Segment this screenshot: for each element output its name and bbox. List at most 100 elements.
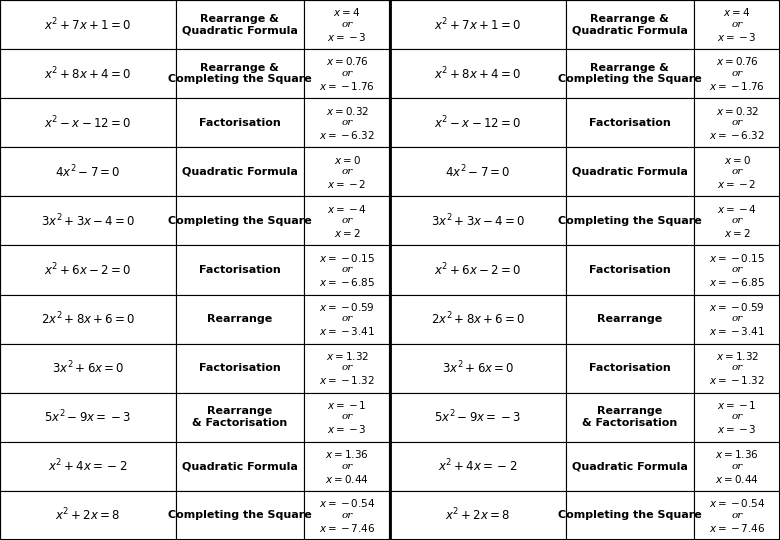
Bar (390, 343, 566, 393)
Text: $x = 1.32$
or
$x = -1.32$: $x = 1.32$ or $x = -1.32$ (319, 350, 375, 387)
Bar (304, 491, 390, 540)
Bar (566, 147, 694, 197)
Bar (0, 442, 176, 491)
Bar (566, 0, 694, 49)
Text: $x = -1$
or
$x = -3$: $x = -1$ or $x = -3$ (328, 399, 367, 435)
Bar (566, 491, 694, 540)
Text: $2x^2 + 8x + 6 = 0$: $2x^2 + 8x + 6 = 0$ (431, 311, 525, 327)
Text: $x = 0.76$
or
$x = -1.76$: $x = 0.76$ or $x = -1.76$ (319, 56, 375, 92)
Bar (0, 49, 176, 98)
Bar (176, 246, 304, 294)
Bar (694, 294, 780, 343)
Text: $x = 0$
or
$x = -2$: $x = 0$ or $x = -2$ (328, 153, 367, 190)
Bar (694, 49, 780, 98)
Text: Completing the Square: Completing the Square (558, 216, 702, 226)
Text: Factorisation: Factorisation (589, 265, 671, 275)
Bar (304, 98, 390, 147)
Text: $x^2 + 2x = 8$: $x^2 + 2x = 8$ (55, 507, 120, 524)
Bar (0, 197, 176, 246)
Bar (694, 343, 780, 393)
Text: $x^2 + 8x + 4 = 0$: $x^2 + 8x + 4 = 0$ (434, 65, 521, 82)
Text: Factorisation: Factorisation (589, 118, 671, 128)
Bar (390, 246, 566, 294)
Text: $x = -0.54$
or
$x = -7.46$: $x = -0.54$ or $x = -7.46$ (709, 497, 765, 534)
Text: $x = -0.59$
or
$x = -3.41$: $x = -0.59$ or $x = -3.41$ (319, 301, 375, 338)
Text: $2x^2 + 8x + 6 = 0$: $2x^2 + 8x + 6 = 0$ (41, 311, 135, 327)
Text: $x^2 + 4x = -2$: $x^2 + 4x = -2$ (438, 458, 517, 475)
Text: $x = -1$
or
$x = -3$: $x = -1$ or $x = -3$ (718, 399, 757, 435)
Bar (176, 98, 304, 147)
Bar (176, 393, 304, 442)
Bar (390, 0, 566, 49)
Text: Rearrange &
Completing the Square: Rearrange & Completing the Square (168, 63, 312, 84)
Text: $x = 1.32$
or
$x = -1.32$: $x = 1.32$ or $x = -1.32$ (709, 350, 765, 387)
Bar (390, 393, 566, 442)
Bar (0, 294, 176, 343)
Bar (390, 491, 566, 540)
Text: Rearrange: Rearrange (207, 314, 272, 324)
Text: $x = 0.32$
or
$x = -6.32$: $x = 0.32$ or $x = -6.32$ (319, 105, 375, 141)
Text: $x^2 + 6x - 2 = 0$: $x^2 + 6x - 2 = 0$ (434, 262, 521, 278)
Bar (0, 491, 176, 540)
Text: $x = -0.54$
or
$x = -7.46$: $x = -0.54$ or $x = -7.46$ (319, 497, 375, 534)
Bar (390, 294, 566, 343)
Bar (566, 98, 694, 147)
Text: Rearrange &
Quadratic Formula: Rearrange & Quadratic Formula (572, 14, 688, 35)
Text: $3x^2 + 6x = 0$: $3x^2 + 6x = 0$ (51, 360, 124, 376)
Bar (176, 0, 304, 49)
Text: Completing the Square: Completing the Square (168, 510, 312, 521)
Bar (304, 393, 390, 442)
Bar (176, 294, 304, 343)
Bar (0, 343, 176, 393)
Text: Quadratic Formula: Quadratic Formula (182, 461, 298, 471)
Bar (176, 49, 304, 98)
Bar (304, 343, 390, 393)
Text: $x^2 + 4x = -2$: $x^2 + 4x = -2$ (48, 458, 127, 475)
Text: Completing the Square: Completing the Square (558, 510, 702, 521)
Text: Rearrange
& Factorisation: Rearrange & Factorisation (582, 407, 678, 428)
Bar (390, 442, 566, 491)
Bar (566, 393, 694, 442)
Bar (390, 98, 566, 147)
Text: Factorisation: Factorisation (589, 363, 671, 373)
Bar (694, 442, 780, 491)
Text: $x^2 + 6x - 2 = 0$: $x^2 + 6x - 2 = 0$ (44, 262, 131, 278)
Bar (176, 343, 304, 393)
Text: $x = -4$
or
$x = 2$: $x = -4$ or $x = 2$ (327, 202, 367, 239)
Text: $3x^2 + 3x - 4 = 0$: $3x^2 + 3x - 4 = 0$ (431, 213, 525, 229)
Bar (304, 294, 390, 343)
Bar (304, 442, 390, 491)
Bar (694, 491, 780, 540)
Text: Rearrange &
Completing the Square: Rearrange & Completing the Square (558, 63, 702, 84)
Text: $4x^2 - 7 = 0$: $4x^2 - 7 = 0$ (55, 164, 121, 180)
Text: $x = -0.15$
or
$x = -6.85$: $x = -0.15$ or $x = -6.85$ (709, 252, 765, 288)
Bar (694, 147, 780, 197)
Text: Rearrange: Rearrange (597, 314, 662, 324)
Text: $4x^2 - 7 = 0$: $4x^2 - 7 = 0$ (445, 164, 511, 180)
Text: $x = 1.36$
or
$x = 0.44$: $x = 1.36$ or $x = 0.44$ (325, 448, 369, 484)
Bar (694, 246, 780, 294)
Bar (304, 246, 390, 294)
Bar (566, 343, 694, 393)
Bar (304, 49, 390, 98)
Text: Quadratic Formula: Quadratic Formula (572, 461, 688, 471)
Bar (390, 197, 566, 246)
Bar (0, 246, 176, 294)
Bar (566, 294, 694, 343)
Text: Quadratic Formula: Quadratic Formula (572, 167, 688, 177)
Bar (304, 0, 390, 49)
Text: Completing the Square: Completing the Square (168, 216, 312, 226)
Text: Factorisation: Factorisation (199, 363, 281, 373)
Text: $x^2 - x - 12 = 0$: $x^2 - x - 12 = 0$ (44, 114, 131, 131)
Bar (694, 393, 780, 442)
Text: $3x^2 + 6x = 0$: $3x^2 + 6x = 0$ (441, 360, 514, 376)
Bar (0, 0, 390, 540)
Bar (390, 49, 566, 98)
Text: Rearrange &
Quadratic Formula: Rearrange & Quadratic Formula (182, 14, 298, 35)
Bar (566, 197, 694, 246)
Text: $x^2 + 8x + 4 = 0$: $x^2 + 8x + 4 = 0$ (44, 65, 131, 82)
Text: $x^2 + 7x + 1 = 0$: $x^2 + 7x + 1 = 0$ (44, 16, 131, 33)
Text: Rearrange
& Factorisation: Rearrange & Factorisation (192, 407, 288, 428)
Bar (694, 98, 780, 147)
Text: $x = -0.15$
or
$x = -6.85$: $x = -0.15$ or $x = -6.85$ (319, 252, 375, 288)
